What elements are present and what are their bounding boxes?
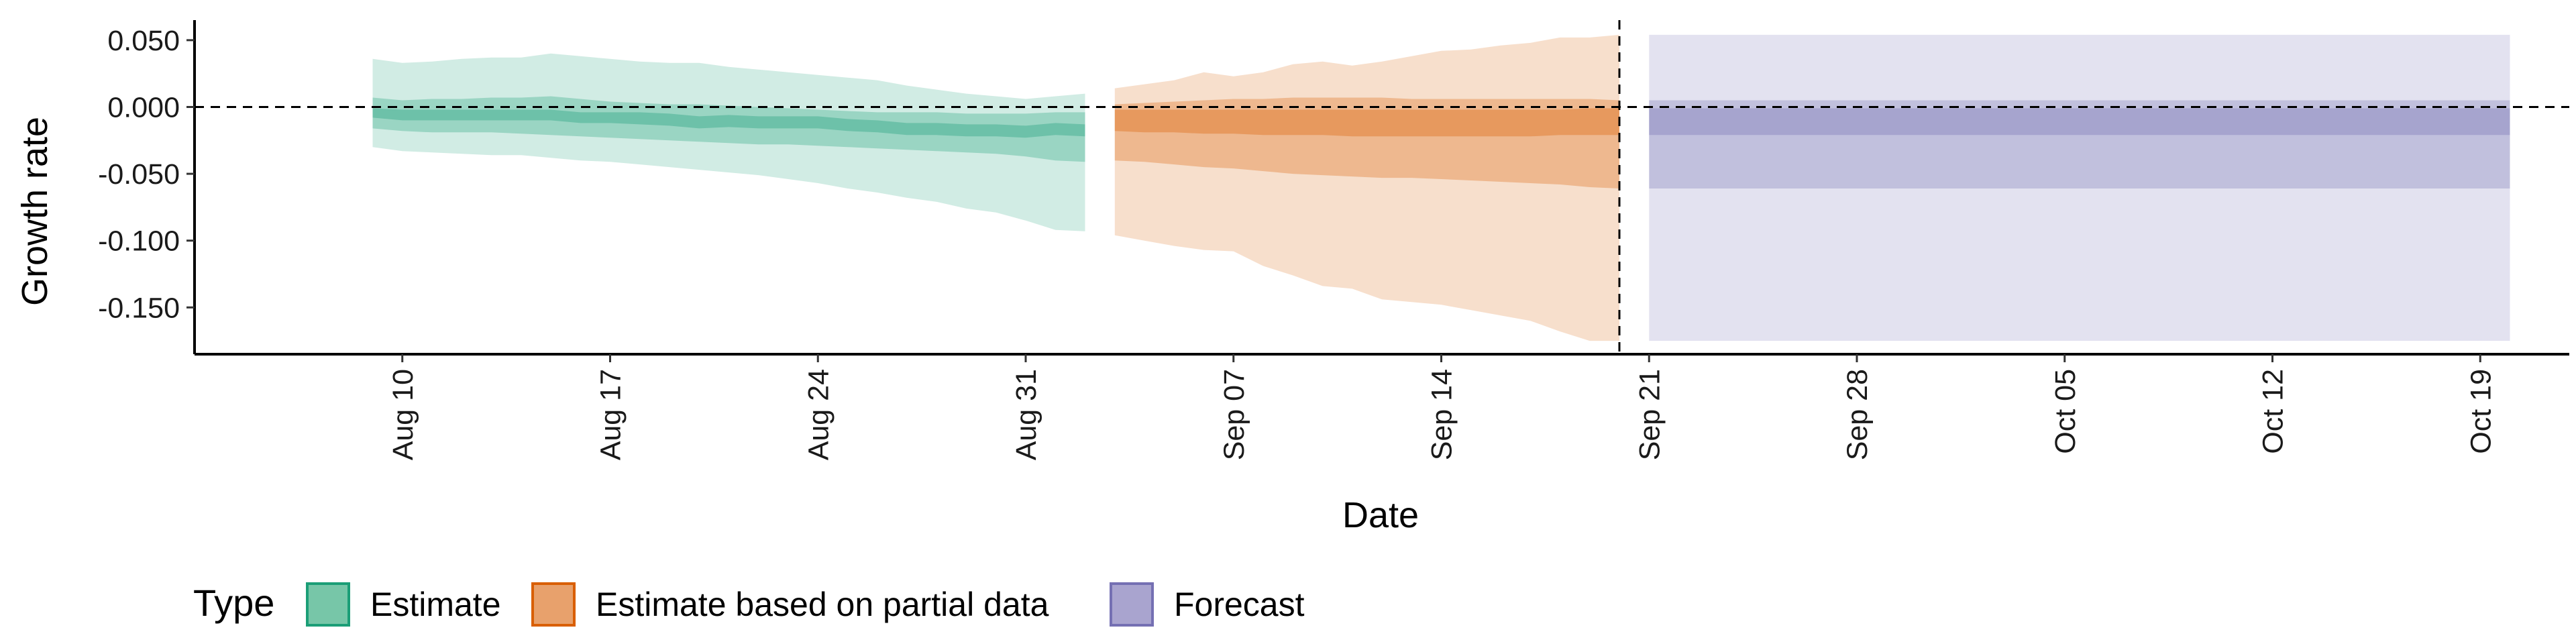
legend-label: Estimate [370, 586, 501, 623]
legend-key [306, 582, 350, 627]
x-tick-label: Aug 24 [802, 369, 835, 460]
legend: Type Estimate Estimate based on partial d… [193, 582, 1305, 627]
band-90-0 [372, 53, 1085, 231]
series-estimate-based-on-partial-data [1114, 34, 1619, 341]
x-axis-title: Date [1342, 495, 1419, 535]
legend-key [1110, 582, 1154, 627]
y-tick-label: 0.000 [107, 91, 180, 123]
x-tick-label: Aug 31 [1010, 369, 1042, 460]
band-20-1 [1114, 108, 1619, 137]
band-20-0 [372, 108, 1085, 138]
y-tick-label: -0.100 [98, 225, 180, 258]
x-tick-label: Oct 19 [2465, 369, 2497, 454]
x-tick-label: Sep 07 [1218, 369, 1250, 460]
x-axis-ticks: Aug 10 Aug 17 Aug 24 Aug 31 Sep 07 Sep 14 Sep … [387, 354, 2497, 460]
x-tick-label: Oct 05 [2049, 369, 2082, 454]
uncertainty-bands [372, 34, 2510, 341]
x-tick-label: Oct 12 [2257, 369, 2290, 454]
x-tick-label: Sep 21 [1633, 369, 1666, 460]
legend-label: Estimate based on partial data [596, 586, 1049, 623]
axes [193, 20, 2569, 356]
band-50-2 [1649, 100, 2510, 189]
series-estimate [372, 53, 1085, 231]
band-50-1 [1114, 97, 1619, 189]
band-50-0 [372, 96, 1085, 162]
x-tick-label: Sep 28 [1841, 369, 1874, 460]
x-tick-label: Sep 14 [1426, 369, 1458, 460]
y-tick-label: -0.150 [98, 292, 180, 324]
y-tick-label: 0.050 [107, 25, 180, 57]
y-tick-label: -0.050 [98, 158, 180, 191]
series-forecast [1649, 34, 2510, 341]
y-axis-ticks: 0.050 0.000 -0.050 -0.100 -0.150 [98, 25, 195, 324]
y-axis-title: Growth rate [15, 117, 55, 306]
band-20-2 [1649, 108, 2510, 136]
legend-key [531, 582, 576, 627]
x-tick-label: Aug 17 [595, 369, 627, 460]
band-90-1 [1114, 34, 1619, 341]
legend-title: Type [193, 582, 274, 624]
reference-lines [195, 20, 2569, 354]
legend-label: Forecast [1174, 586, 1305, 623]
x-tick-label: Aug 10 [387, 369, 419, 460]
band-90-2 [1649, 34, 2510, 341]
